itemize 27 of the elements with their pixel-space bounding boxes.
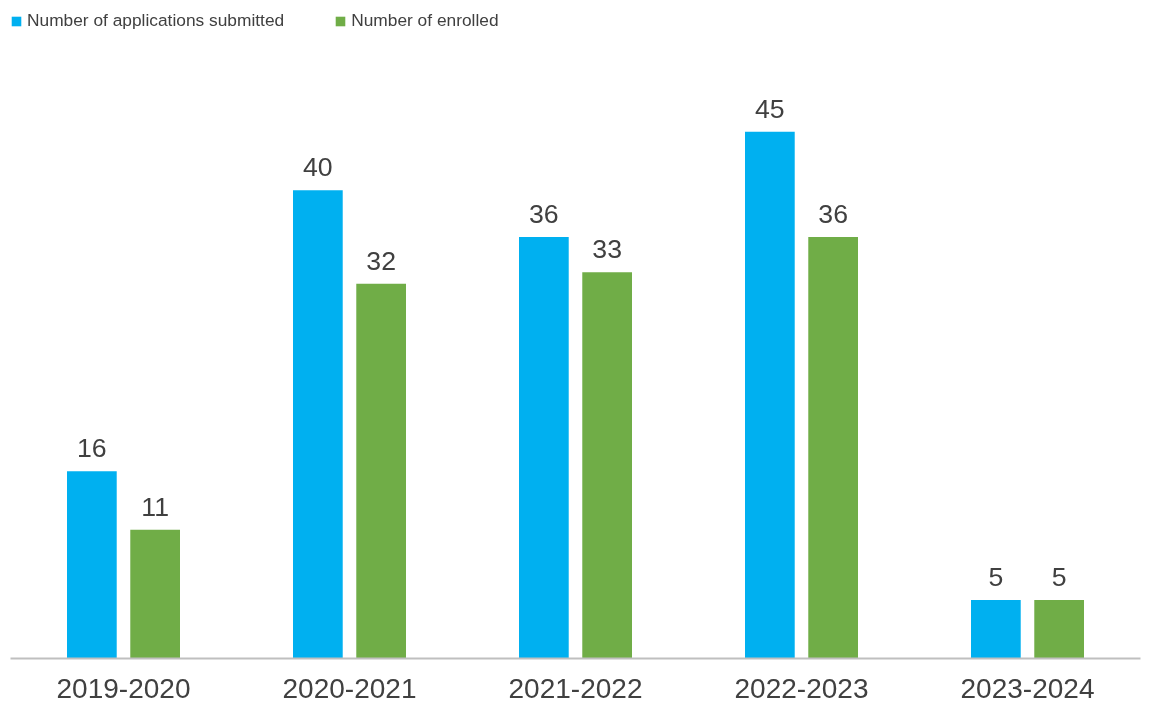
- x-tick-label: 2020-2021: [282, 672, 417, 704]
- data-label: 5: [1051, 561, 1067, 592]
- bar: [745, 131, 795, 659]
- x-tick-label: 2019-2020: [56, 672, 191, 704]
- legend-label: Number of applications submitted: [27, 10, 285, 31]
- x-tick-label: 2021-2022: [508, 672, 643, 704]
- bar: [130, 529, 180, 659]
- data-label: 40: [303, 152, 333, 183]
- data-label: 5: [988, 561, 1004, 592]
- data-label: 33: [592, 234, 622, 265]
- data-label: 32: [366, 245, 396, 276]
- bar: [971, 599, 1021, 659]
- bar: [808, 237, 858, 659]
- legend-label: Number of enrolled: [351, 10, 499, 31]
- bar: [582, 272, 632, 659]
- bar: [67, 471, 117, 659]
- bar: [519, 237, 569, 659]
- x-tick-label: 2022-2023: [734, 672, 869, 704]
- bar: [1034, 599, 1084, 659]
- data-label: 45: [755, 93, 785, 124]
- data-label: 36: [818, 199, 848, 230]
- data-label: 16: [77, 433, 107, 464]
- bar: [293, 190, 343, 659]
- data-label: 11: [141, 491, 169, 522]
- x-tick-label: 2023-2024: [960, 672, 1095, 704]
- data-label: 36: [529, 199, 559, 230]
- bar: [356, 283, 406, 659]
